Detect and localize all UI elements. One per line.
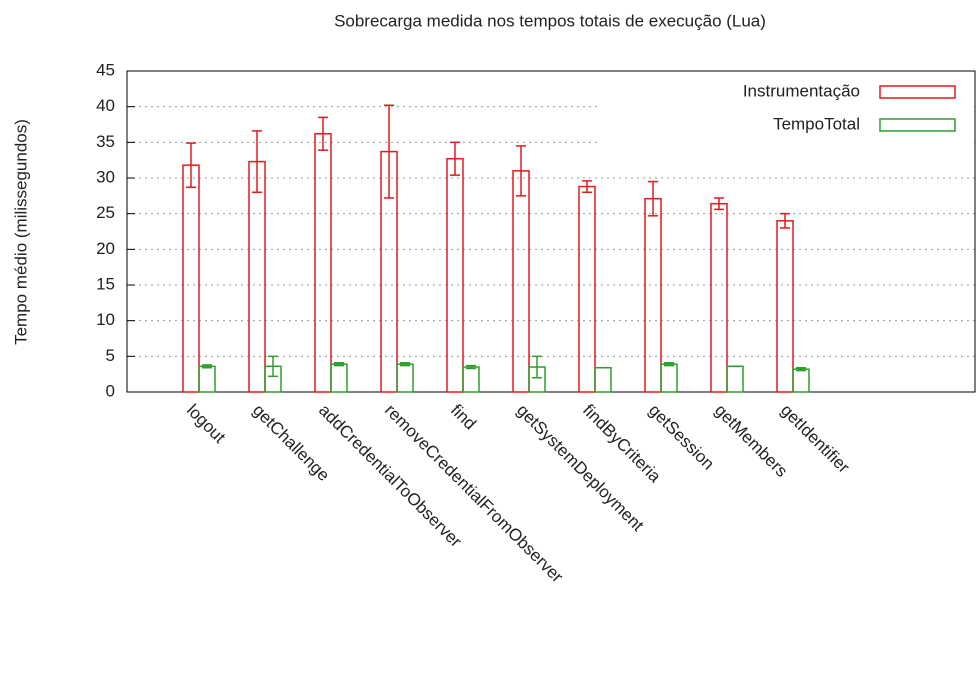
legend-swatch <box>879 118 956 132</box>
bar <box>792 368 810 393</box>
error-bar <box>532 355 542 379</box>
error-bar <box>714 197 724 211</box>
error-bar <box>516 145 526 197</box>
y-tick-label: 40 <box>96 96 115 115</box>
error-bar <box>384 104 394 199</box>
y-tick-label: 35 <box>96 132 115 151</box>
bar <box>248 160 266 393</box>
error-bar <box>648 180 658 217</box>
bar <box>726 365 744 393</box>
bar <box>644 197 662 393</box>
x-tick-label: getSystemDeployment <box>513 401 648 536</box>
error-bar <box>334 362 344 367</box>
error-bar <box>268 355 278 378</box>
legend-background <box>600 78 974 144</box>
bar <box>512 170 530 393</box>
y-tick-label: 30 <box>96 167 115 186</box>
error-bar <box>796 366 806 372</box>
bar <box>578 185 596 393</box>
x-tick-label: logout <box>183 401 229 447</box>
chart-title: Sobrecarga medida nos tempos totais de e… <box>334 11 766 30</box>
bar <box>446 157 464 393</box>
bar <box>462 366 480 393</box>
error-bar <box>202 364 212 369</box>
error-bar <box>582 180 592 194</box>
error-bar <box>252 130 262 194</box>
y-axis-label: Tempo médio (milissegundos) <box>11 119 30 345</box>
y-tick-label: 5 <box>106 346 115 365</box>
bar <box>396 363 414 393</box>
error-bar <box>318 116 328 151</box>
y-tick-label: 10 <box>96 310 115 329</box>
y-tick-label: 25 <box>96 203 115 222</box>
y-tick-label: 15 <box>96 274 115 293</box>
error-bar <box>466 364 476 370</box>
x-tick-label: getSession <box>645 401 718 474</box>
error-bar <box>664 362 674 367</box>
bar <box>594 366 612 393</box>
x-tick-label: find <box>447 401 480 434</box>
bar <box>710 202 728 393</box>
error-bar <box>186 142 196 189</box>
legend-swatch <box>879 85 956 99</box>
plot-frame <box>126 70 976 393</box>
bar <box>198 365 216 393</box>
bar <box>776 220 794 393</box>
y-tick-label: 0 <box>106 381 115 400</box>
legend-label: Instrumentação <box>743 81 860 100</box>
y-tick-label: 20 <box>96 239 115 258</box>
legend-label: TempoTotal <box>773 114 860 133</box>
bar <box>182 164 200 393</box>
y-tick-label: 45 <box>96 60 115 79</box>
bar <box>660 363 678 393</box>
error-bar <box>450 141 460 176</box>
error-bar <box>400 362 410 367</box>
bar <box>314 133 332 393</box>
error-bar <box>780 212 790 229</box>
bar <box>330 363 348 393</box>
